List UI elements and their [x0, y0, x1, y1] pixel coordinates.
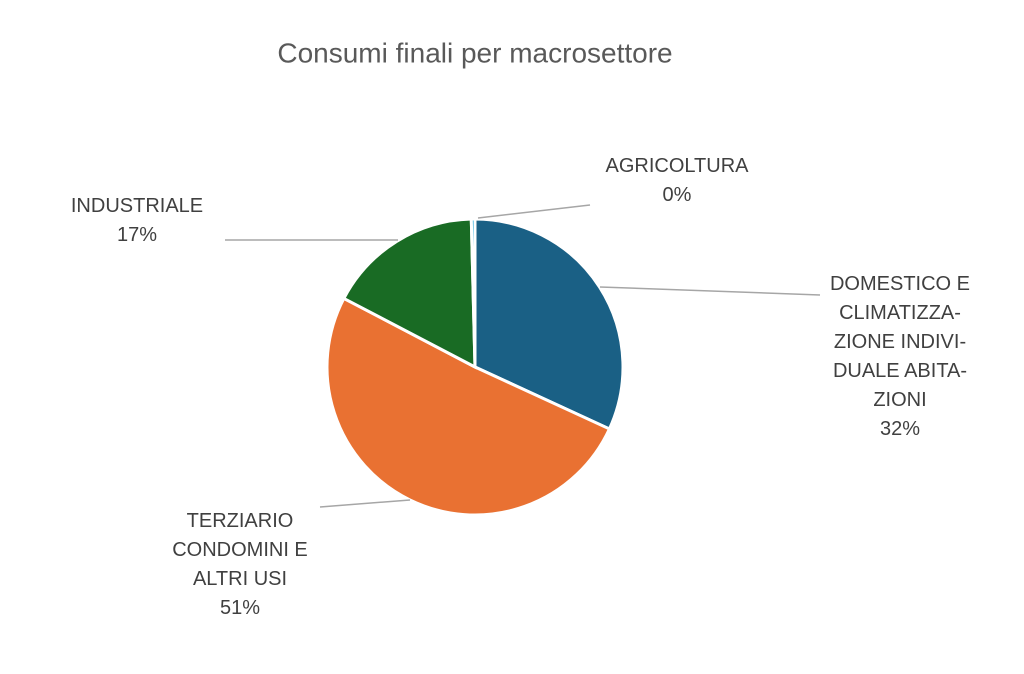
category-label: AGRICOLTURA	[605, 155, 749, 177]
category-label: DOMESTICO E CLIMATIZZA- ZIONE INDIVI- DU…	[829, 273, 970, 411]
data-label: AGRICOLTURA 0%	[557, 152, 797, 210]
value-label: 51%	[219, 597, 261, 619]
pie-slice	[469, 217, 477, 368]
chart-title: Consumi finali per macrosettore	[277, 37, 672, 68]
leader-line	[477, 204, 591, 219]
value-label: 17%	[116, 224, 158, 246]
category-label: INDUSTRIALE	[70, 195, 204, 217]
leader-line	[599, 286, 821, 296]
value-label: 0%	[662, 184, 692, 206]
category-label: TERZIARIO CONDOMINI E ALTRI USI	[172, 510, 308, 590]
pie-slice	[341, 217, 477, 370]
data-label: TERZIARIO CONDOMINI E ALTRI USI 51%	[120, 507, 360, 623]
data-label: DOMESTICO E CLIMATIZZA- ZIONE INDIVI- DU…	[780, 270, 1020, 444]
pie-slice	[473, 217, 625, 431]
value-label: 32%	[879, 418, 921, 440]
leader-line	[319, 499, 411, 508]
data-label: INDUSTRIALE 17%	[17, 192, 257, 250]
